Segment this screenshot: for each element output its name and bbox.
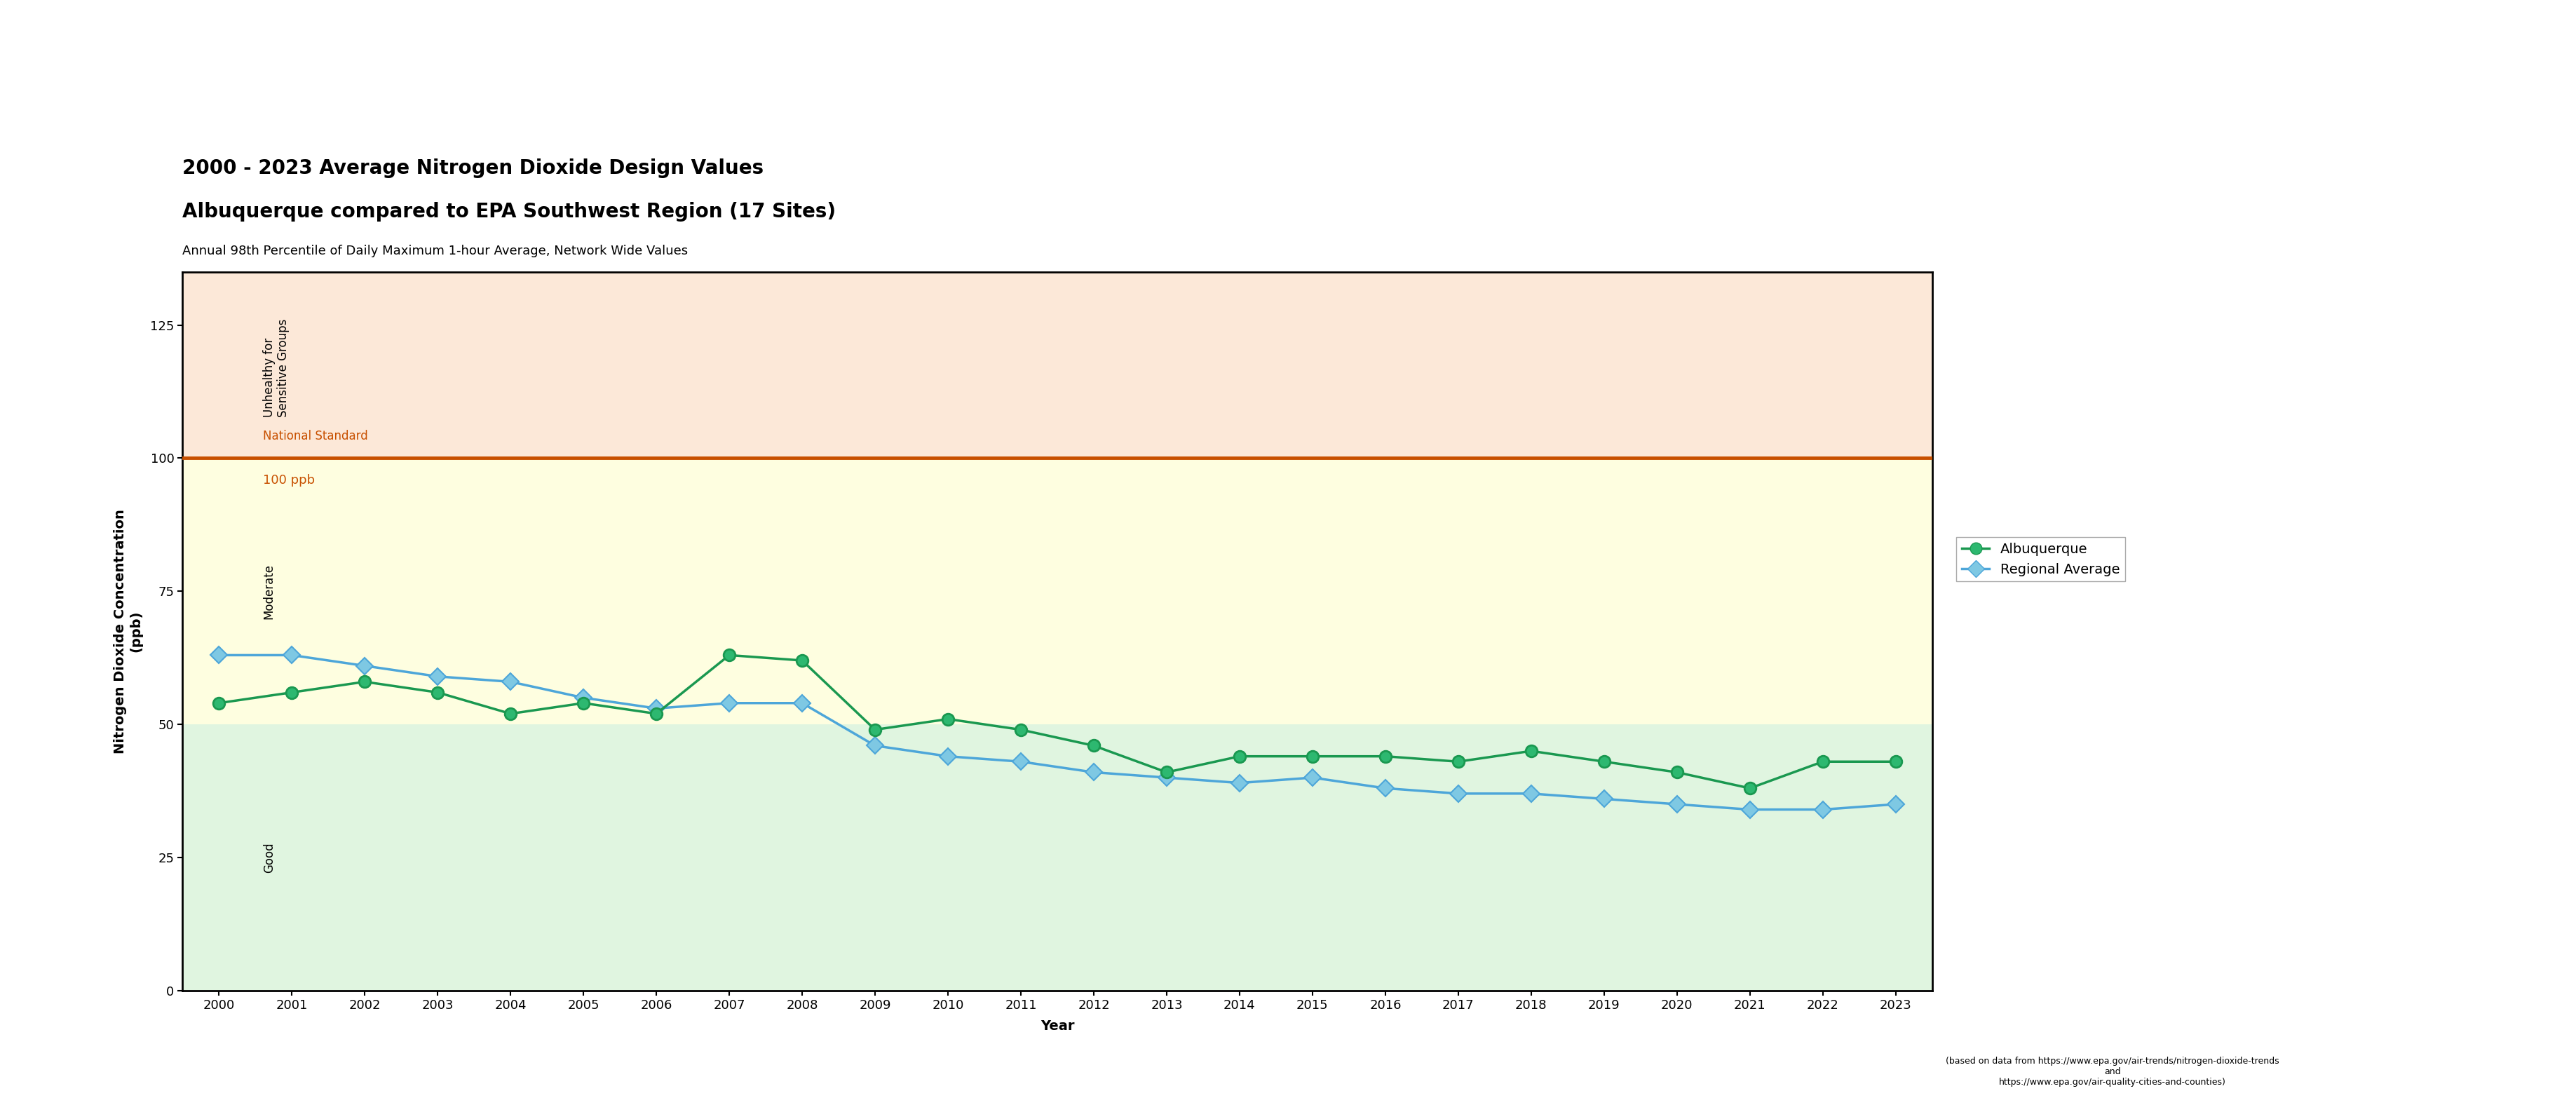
Regional Average	[933, 750, 963, 763]
Bar	[183, 725, 1932, 990]
Text: Moderate: Moderate	[263, 563, 276, 619]
Regional Average	[1224, 776, 1255, 789]
Regional Average	[276, 649, 307, 662]
Regional Average	[1880, 797, 1911, 810]
Bar	[183, 458, 1932, 725]
Regional Average	[1734, 803, 1765, 816]
Regional Average	[1808, 803, 1839, 816]
Albuquerque	[1151, 765, 1182, 778]
Regional Average	[204, 649, 234, 662]
Regional Average	[1662, 797, 1692, 810]
Text: National Standard: National Standard	[263, 429, 368, 442]
Albuquerque	[860, 724, 891, 737]
Albuquerque	[495, 707, 526, 720]
Text: 100 ppb: 100 ppb	[263, 474, 314, 486]
Regional Average	[1151, 771, 1182, 784]
Text: Unhealthy for
Sensitive Groups: Unhealthy for Sensitive Groups	[263, 318, 291, 417]
Text: 2000 - 2023 Average Nitrogen Dioxide Design Values: 2000 - 2023 Average Nitrogen Dioxide Des…	[183, 159, 765, 178]
Regional Average	[422, 670, 453, 683]
Regional Average	[567, 691, 598, 704]
Text: (based on data from https://www.epa.gov/air-trends/nitrogen-dioxide-trends
and
h: (based on data from https://www.epa.gov/…	[1945, 1057, 2280, 1087]
Albuquerque	[276, 686, 307, 699]
Text: Good: Good	[263, 842, 276, 873]
Albuquerque	[1370, 750, 1401, 763]
Regional Average	[641, 702, 672, 715]
Line: Regional Average: Regional Average	[214, 649, 1901, 816]
Legend: Albuquerque, Regional Average: Albuquerque, Regional Average	[1955, 537, 2125, 582]
Text: Albuquerque compared to EPA Southwest Region (17 Sites): Albuquerque compared to EPA Southwest Re…	[183, 202, 837, 222]
Albuquerque	[933, 713, 963, 726]
Regional Average	[714, 696, 744, 709]
Regional Average	[1515, 787, 1546, 800]
X-axis label: Year: Year	[1041, 1019, 1074, 1032]
Albuquerque	[350, 675, 381, 688]
Albuquerque	[1880, 755, 1911, 769]
Regional Average	[1298, 771, 1329, 784]
Albuquerque	[204, 696, 234, 709]
Regional Average	[1443, 787, 1473, 800]
Albuquerque	[1298, 750, 1329, 763]
Albuquerque	[1734, 782, 1765, 795]
Albuquerque	[1662, 765, 1692, 778]
Line: Albuquerque: Albuquerque	[214, 649, 1901, 794]
Regional Average	[1079, 765, 1110, 778]
Albuquerque	[567, 696, 598, 709]
Bar	[183, 272, 1932, 458]
Albuquerque	[1443, 755, 1473, 769]
Albuquerque	[786, 654, 817, 668]
Albuquerque	[422, 686, 453, 699]
Albuquerque	[714, 649, 744, 662]
Regional Average	[350, 659, 381, 672]
Albuquerque	[1005, 724, 1036, 737]
Y-axis label: Nitrogen Dioxide Concentration
(ppb): Nitrogen Dioxide Concentration (ppb)	[113, 508, 142, 753]
Regional Average	[1005, 755, 1036, 769]
Albuquerque	[1515, 744, 1546, 758]
Albuquerque	[1589, 755, 1620, 769]
Regional Average	[1589, 793, 1620, 806]
Albuquerque	[1224, 750, 1255, 763]
Albuquerque	[1808, 755, 1839, 769]
Albuquerque	[641, 707, 672, 720]
Regional Average	[1370, 782, 1401, 795]
Text: Annual 98th Percentile of Daily Maximum 1-hour Average, Network Wide Values: Annual 98th Percentile of Daily Maximum …	[183, 245, 688, 257]
Regional Average	[860, 739, 891, 752]
Regional Average	[786, 696, 817, 709]
Albuquerque	[1079, 739, 1110, 752]
Regional Average	[495, 675, 526, 688]
